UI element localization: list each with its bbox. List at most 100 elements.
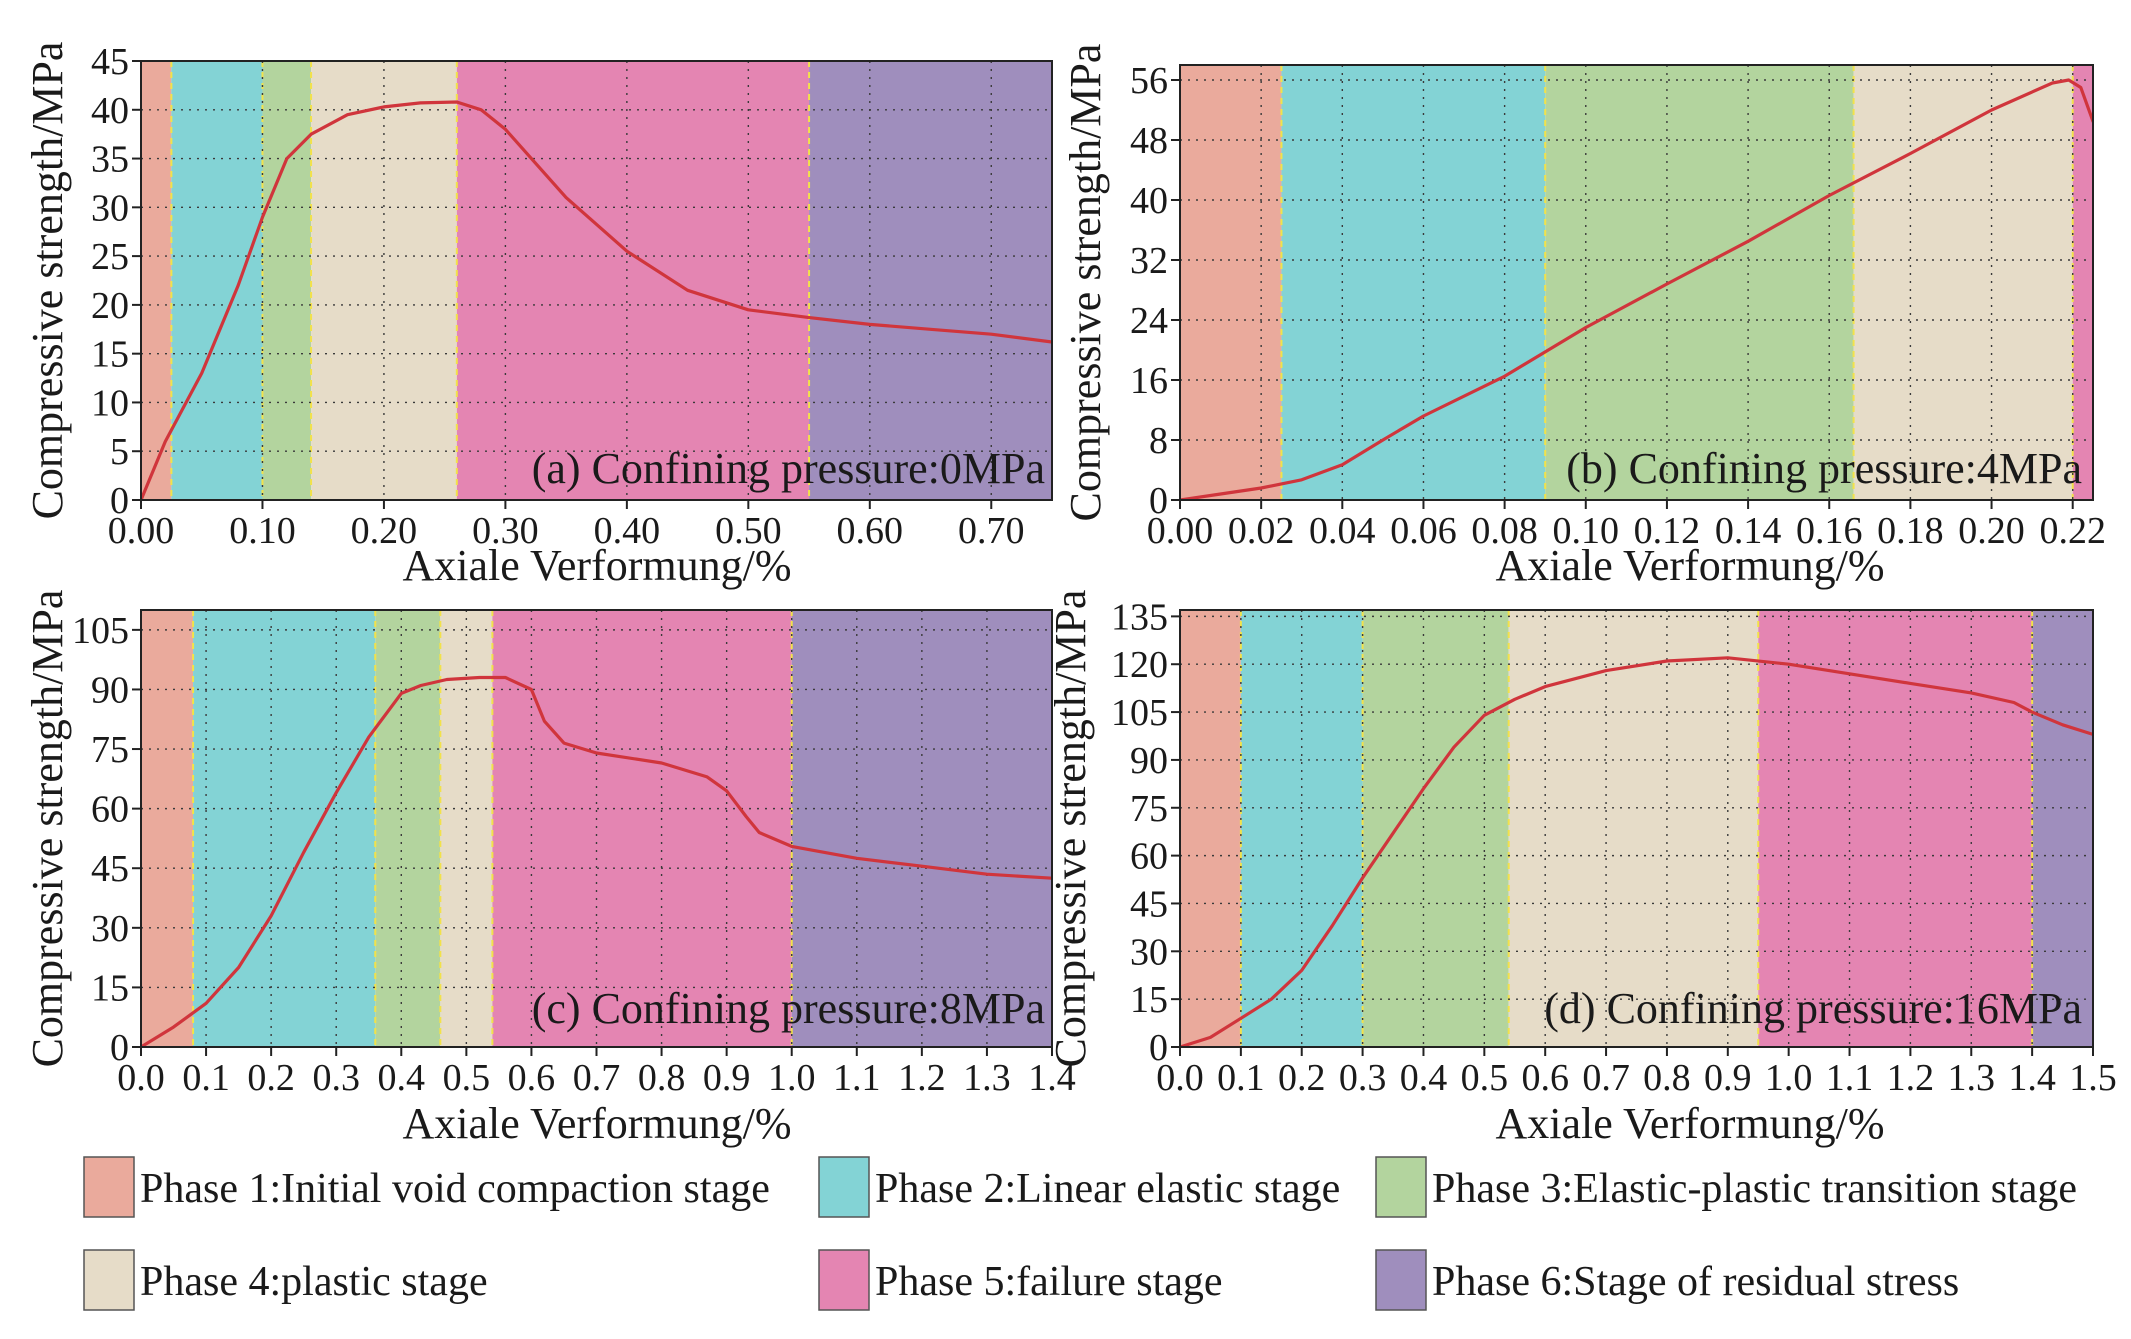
phase-3-band xyxy=(375,610,441,1047)
y-tick-label: 15 xyxy=(1130,979,1168,1021)
y-tick-label: 35 xyxy=(91,139,129,181)
y-tick-label: 15 xyxy=(91,967,129,1009)
phase-1-band xyxy=(1180,610,1241,1047)
y-axis-label: Compressive strength/MPa xyxy=(23,590,72,1068)
phase-1-band xyxy=(1180,65,1282,500)
panel-c: 0.0 0.1 0.2 0.3 0.4 0.5 0.6 0.7 0.8 0.9 1.0 1.1 1.2 1… xyxy=(23,590,1076,1148)
y-tick-label: 60 xyxy=(1130,836,1168,878)
x-tick-label: 0.1 xyxy=(1217,1057,1265,1099)
x-tick-label: 0.14 xyxy=(1715,510,1782,552)
y-axis-label: Compressive strength/MPa xyxy=(23,42,72,520)
x-tick-label: 0.6 xyxy=(508,1057,556,1099)
x-tick-label: 0.10 xyxy=(1553,510,1620,552)
x-tick-label: 0.60 xyxy=(837,510,904,552)
phase-6-band xyxy=(809,61,1052,500)
x-tick-label: 0.00 xyxy=(108,510,175,552)
phase-2-band xyxy=(193,610,376,1047)
y-axis-label: Compressive strength/MPa xyxy=(1061,44,1110,522)
x-tick-label: 0.5 xyxy=(443,1057,491,1099)
x-tick-label: 0.12 xyxy=(1634,510,1701,552)
panel-d: 0.0 0.1 0.2 0.3 0.4 0.5 0.6 0.7 0.8 0.9 1.0 1.1 1.2 1… xyxy=(1046,590,2117,1148)
x-tick-label: 0.4 xyxy=(378,1057,426,1099)
x-tick-label: 0.10 xyxy=(229,510,296,552)
phase-1-band xyxy=(141,610,194,1047)
phase-5-band xyxy=(456,61,810,500)
legend-swatch-phase-2 xyxy=(818,1156,870,1218)
panel-annotation-b: (b) Confining pressure:4MPa xyxy=(1566,444,2082,493)
y-tick-label: 8 xyxy=(1149,420,1168,462)
y-tick-label: 90 xyxy=(91,669,129,711)
y-tick-label: 30 xyxy=(1130,931,1168,973)
y-tick-label: 40 xyxy=(91,90,129,132)
x-tick-label: 1.1 xyxy=(1826,1057,1874,1099)
panel-b: 0.00 0.02 0.04 0.06 0.08 0.10 0.12 0.14 0.16 0.18… xyxy=(1061,44,2106,590)
y-tick-label: 0 xyxy=(110,1027,129,1069)
x-tick-label: 0.9 xyxy=(703,1057,751,1099)
y-tick-label: 10 xyxy=(91,382,129,424)
x-tick-label: 0.04 xyxy=(1309,510,1376,552)
y-tick-label: 0 xyxy=(1149,480,1168,522)
legend-label-phase-5: Phase 5:failure stage xyxy=(875,1259,1223,1305)
x-tick-label: 0.18 xyxy=(1877,510,1944,552)
x-tick-label: 0.3 xyxy=(312,1057,360,1099)
y-tick-label: 45 xyxy=(1130,883,1168,925)
phase-4-band xyxy=(1853,65,2073,500)
y-tick-label: 75 xyxy=(91,729,129,771)
x-tick-label: 0.20 xyxy=(351,510,418,552)
y-tick-label: 30 xyxy=(91,187,129,229)
x-tick-label: 0.0 xyxy=(117,1057,165,1099)
x-tick-label: 0.22 xyxy=(2039,510,2106,552)
legend-swatch-phase-5 xyxy=(818,1249,870,1311)
x-tick-label: 0.40 xyxy=(594,510,661,552)
y-tick-label: 20 xyxy=(91,285,129,327)
legend-label-phase-6: Phase 6:Stage of residual stress xyxy=(1432,1259,1959,1305)
y-tick-label: 25 xyxy=(91,236,129,278)
y-tick-label: 40 xyxy=(1130,180,1168,222)
legend: Phase 1:Initial void compaction stage Ph… xyxy=(83,1156,2077,1311)
x-tick-label: 0.2 xyxy=(1278,1057,1326,1099)
panel-annotation-a: (a) Confining pressure:0MPa xyxy=(532,444,1045,493)
legend-label-phase-3: Phase 3:Elastic-plastic transition stage xyxy=(1432,1166,2077,1212)
stress-strain-curve xyxy=(141,675,1052,1047)
phase-3-band xyxy=(1545,65,1854,500)
x-tick-label: 1.0 xyxy=(1765,1057,1813,1099)
legend-swatch-phase-3 xyxy=(1375,1156,1427,1218)
x-tick-label: 0.16 xyxy=(1796,510,1863,552)
x-tick-label: 0.08 xyxy=(1471,510,1538,552)
y-tick-label: 5 xyxy=(110,431,129,473)
y-tick-label: 15 xyxy=(91,334,129,376)
x-tick-label: 0.1 xyxy=(182,1057,230,1099)
legend-label-phase-4: Phase 4:plastic stage xyxy=(140,1259,488,1305)
x-tick-label: 0.50 xyxy=(715,510,782,552)
legend-swatch-phase-1 xyxy=(83,1156,135,1218)
y-axis-label: Compressive strength/MPa xyxy=(1046,590,1095,1068)
phase-3-band xyxy=(1362,610,1509,1047)
x-tick-label: 0.20 xyxy=(1958,510,2025,552)
y-tick-label: 105 xyxy=(72,610,129,652)
y-tick-label: 45 xyxy=(91,848,129,890)
x-tick-label: 1.5 xyxy=(2069,1057,2117,1099)
phase-4-band xyxy=(1508,610,1759,1047)
phase-2-band xyxy=(171,61,263,500)
y-tick-label: 30 xyxy=(91,908,129,950)
phase-5-band xyxy=(2072,65,2093,500)
x-tick-label: 1.4 xyxy=(1028,1057,1076,1099)
legend-swatch-phase-6 xyxy=(1375,1249,1427,1311)
y-tick-label: 45 xyxy=(91,41,129,83)
panel-a: 0.00 0.10 0.20 0.30 0.40 0.50 0.60 0.70 0 5 10 15 20… xyxy=(23,41,1053,590)
x-tick-label: 1.1 xyxy=(833,1057,881,1099)
y-tick-label: 48 xyxy=(1130,120,1168,162)
x-tick-label: 0.70 xyxy=(958,510,1025,552)
panel-annotation-c: (c) Confining pressure:8MPa xyxy=(532,984,1045,1033)
x-tick-label: 1.2 xyxy=(898,1057,946,1099)
x-tick-label: 0.4 xyxy=(1400,1057,1448,1099)
x-tick-label: 0.5 xyxy=(1461,1057,1509,1099)
stress-strain-curve xyxy=(141,100,1052,500)
stress-strain-curve xyxy=(1180,656,2093,1047)
x-tick-label: 1.3 xyxy=(963,1057,1011,1099)
y-tick-label: 90 xyxy=(1130,740,1168,782)
x-tick-label: 0.9 xyxy=(1704,1057,1752,1099)
x-tick-label: 0.2 xyxy=(247,1057,295,1099)
plot-frame xyxy=(140,60,1053,501)
x-tick-label: 1.4 xyxy=(2008,1057,2056,1099)
